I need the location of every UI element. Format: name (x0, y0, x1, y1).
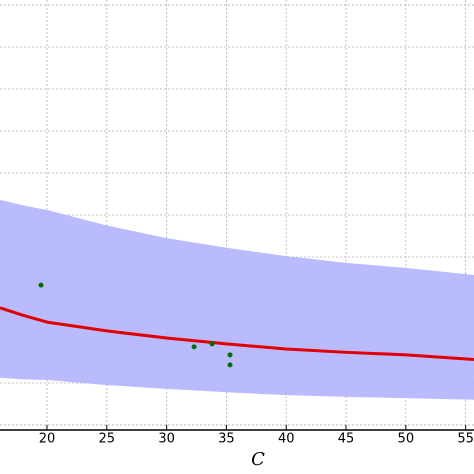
x-tick-label: 30 (158, 432, 175, 447)
x-tick-label: 50 (398, 432, 415, 447)
x-tick-label: 25 (99, 432, 116, 447)
fit-line (0, 306, 474, 361)
data-point (227, 362, 233, 368)
x-axis-label: C (251, 449, 265, 470)
x-tick-label: 40 (278, 432, 295, 447)
data-point (191, 344, 197, 350)
x-tick-label: 20 (39, 432, 56, 447)
x-tick-label: 55 (457, 432, 474, 447)
x-tick-label: 35 (218, 432, 235, 447)
data-point (38, 282, 44, 288)
confidence-band (0, 199, 474, 400)
x-tick-label: 45 (338, 432, 355, 447)
data-point (227, 352, 233, 358)
data-point (209, 341, 215, 347)
